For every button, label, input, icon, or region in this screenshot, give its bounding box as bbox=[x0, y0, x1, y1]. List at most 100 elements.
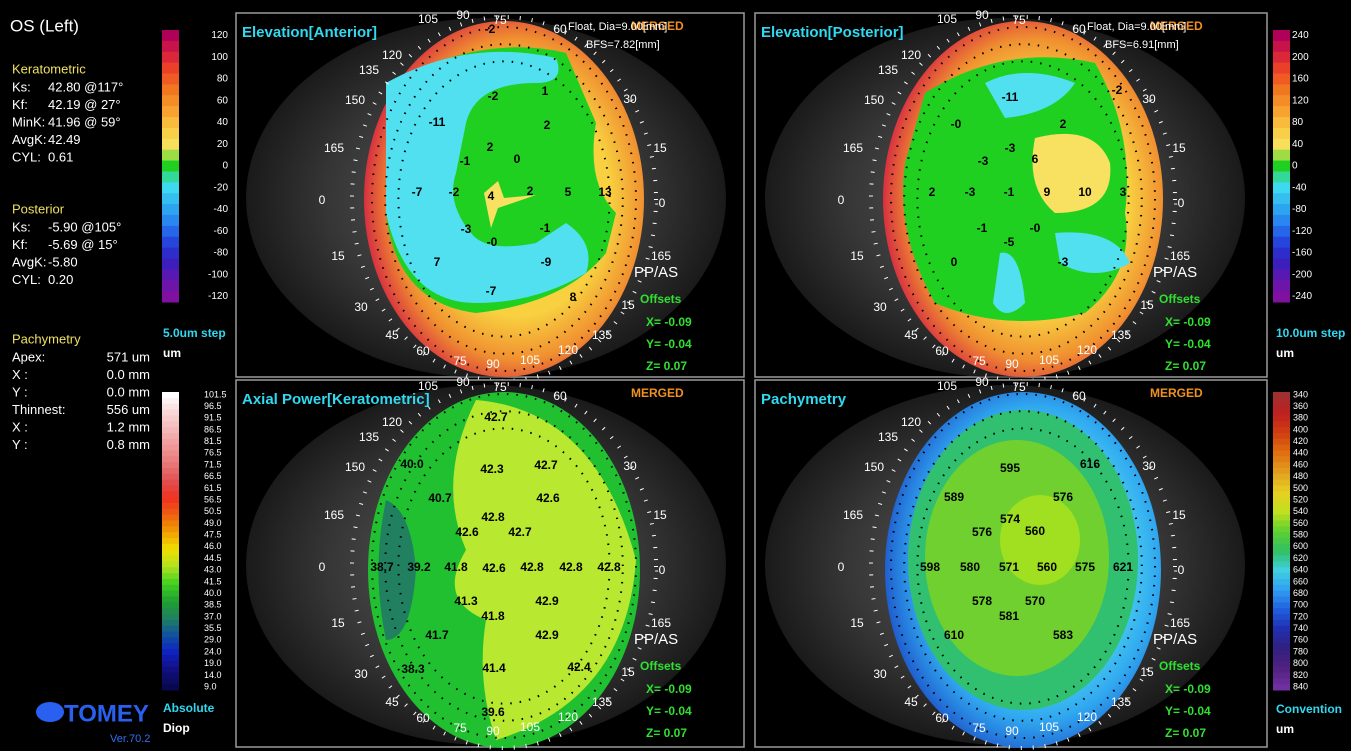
angle-label: 45 bbox=[385, 328, 399, 342]
map-value: -2 bbox=[1112, 83, 1123, 97]
field-value: 42.19 @ 27° bbox=[48, 97, 121, 112]
scale-label: 200 bbox=[1292, 52, 1309, 63]
scale-swatch bbox=[162, 427, 179, 433]
field-label: Apex: bbox=[12, 349, 45, 364]
scale-label: 56.5 bbox=[204, 494, 222, 504]
scale-label: 14.0 bbox=[204, 670, 222, 680]
angle-label: 150 bbox=[864, 460, 884, 474]
offset-value: X= -0.09 bbox=[646, 682, 692, 696]
map-value: -3 bbox=[1058, 255, 1069, 269]
scale-swatch bbox=[1273, 433, 1290, 439]
map-value: -0 bbox=[487, 235, 498, 249]
scale-step: 5.0um step bbox=[163, 326, 226, 340]
scale-label: 76.5 bbox=[204, 448, 222, 458]
scale-swatch bbox=[162, 474, 179, 480]
angle-label: 150 bbox=[864, 93, 884, 107]
scale-swatch bbox=[1273, 579, 1290, 585]
map-value: 39.2 bbox=[407, 560, 431, 574]
angle-label: 135 bbox=[1111, 328, 1131, 342]
map-value: -3 bbox=[965, 185, 976, 199]
map-value: 41.8 bbox=[481, 609, 505, 623]
offset-value: Y= -0.04 bbox=[646, 704, 692, 718]
angle-label: 75 bbox=[1012, 13, 1026, 27]
map-value: 0 bbox=[951, 255, 958, 269]
scale-swatch bbox=[162, 579, 179, 585]
scale-swatch bbox=[162, 193, 179, 204]
scale-label: 460 bbox=[1293, 459, 1308, 469]
scale-swatch bbox=[1273, 204, 1290, 215]
angle-label: 90 bbox=[975, 375, 989, 389]
map-value: 42.9 bbox=[535, 628, 559, 642]
field-label: Ks: bbox=[12, 79, 31, 94]
scale-swatch bbox=[162, 626, 179, 632]
angle-label: 120 bbox=[558, 343, 578, 357]
map-value: -5 bbox=[1004, 235, 1015, 249]
map-title: Axial Power[Keratometric] bbox=[242, 391, 430, 408]
scale-label: 91.5 bbox=[204, 413, 222, 423]
angle-label: 105 bbox=[937, 12, 957, 26]
angle-label: 30 bbox=[623, 92, 637, 106]
angle-label: 165 bbox=[1170, 249, 1190, 263]
map-value: 5 bbox=[565, 185, 572, 199]
scale-swatch bbox=[1273, 649, 1290, 655]
angle-label: 90 bbox=[1005, 357, 1019, 371]
scale-label: 480 bbox=[1293, 471, 1308, 481]
map-value: 10 bbox=[1078, 185, 1092, 199]
scale-swatch bbox=[1273, 84, 1290, 95]
scale-swatch bbox=[162, 649, 179, 655]
scale-swatch bbox=[1273, 515, 1290, 521]
angle-label: 120 bbox=[1077, 343, 1097, 357]
scale-swatch bbox=[1273, 544, 1290, 550]
map-info: Float, Dia=9.00[mm] bbox=[568, 21, 667, 33]
scale-label: 640 bbox=[1293, 565, 1308, 575]
scale-swatch bbox=[1273, 248, 1290, 259]
angle-label: 75 bbox=[972, 721, 986, 735]
scale-swatch bbox=[1273, 468, 1290, 474]
scale-swatch bbox=[1273, 258, 1290, 269]
scale-swatch bbox=[162, 480, 179, 486]
map-value: 42.3 bbox=[480, 462, 504, 476]
map-value: 2 bbox=[487, 140, 494, 154]
scale-label: -80 bbox=[1292, 204, 1307, 215]
scale-swatch bbox=[162, 643, 179, 649]
scale-label: 40 bbox=[1292, 139, 1304, 150]
scale-swatch bbox=[162, 258, 179, 269]
angle-label: 150 bbox=[345, 460, 365, 474]
scale-swatch bbox=[162, 509, 179, 515]
angle-label: 60 bbox=[553, 22, 567, 36]
scale-label: 46.0 bbox=[204, 541, 222, 551]
angle-label: 165 bbox=[843, 508, 863, 522]
angle-label: 60 bbox=[1072, 22, 1086, 36]
field-value: 1.2 mm bbox=[107, 419, 150, 434]
field-value: 0.0 mm bbox=[107, 384, 150, 399]
map-value: 42.8 bbox=[597, 560, 621, 574]
scale-label: 560 bbox=[1293, 518, 1308, 528]
scale-label: 240 bbox=[1292, 30, 1309, 41]
map-value: 42.6 bbox=[536, 491, 560, 505]
scale-swatch bbox=[162, 597, 179, 603]
field-value: 0.8 mm bbox=[107, 437, 150, 452]
scale-swatch bbox=[162, 561, 179, 567]
angle-label: 15 bbox=[653, 508, 667, 522]
scale-label: 40.0 bbox=[204, 588, 222, 598]
scale-swatch bbox=[1273, 637, 1290, 643]
scale-swatch bbox=[1273, 52, 1290, 63]
angle-label: 45 bbox=[385, 695, 399, 709]
angle-label: 15 bbox=[1172, 508, 1186, 522]
map-value: 42.9 bbox=[535, 594, 559, 608]
angle-label: 45 bbox=[904, 695, 918, 709]
scale-label: 29.0 bbox=[204, 635, 222, 645]
logo: TOMEY bbox=[64, 700, 149, 727]
scale-swatch bbox=[162, 433, 179, 439]
angle-label: 15 bbox=[653, 141, 667, 155]
scale-swatch bbox=[1273, 182, 1290, 193]
field-value: 0.0 mm bbox=[107, 367, 150, 382]
angle-label: 120 bbox=[901, 48, 921, 62]
topography-screen: OS (Left)KeratometricKs:42.80 @117°Kf:42… bbox=[0, 0, 1351, 751]
scale-swatch bbox=[162, 632, 179, 638]
field-value: 42.49 bbox=[48, 132, 81, 147]
map-value: 610 bbox=[944, 628, 964, 642]
angle-label: 90 bbox=[456, 8, 470, 22]
angle-label: 165 bbox=[651, 616, 671, 630]
angle-label: 135 bbox=[592, 328, 612, 342]
